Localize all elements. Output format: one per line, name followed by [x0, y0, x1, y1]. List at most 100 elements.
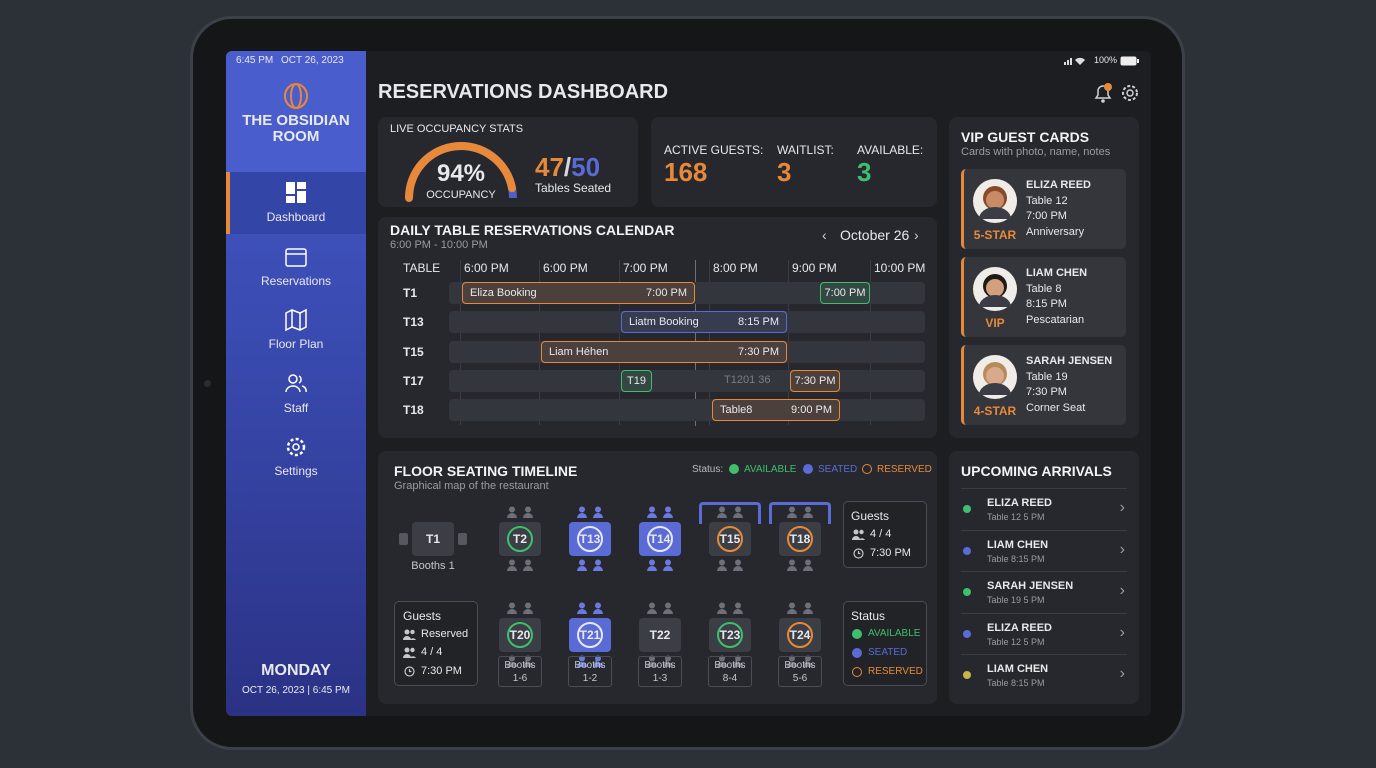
- time-label: 8:00 PM: [713, 261, 758, 275]
- fraction-part: /: [563, 152, 572, 182]
- seat-body: [733, 662, 743, 667]
- nav-item[interactable]: Dashboard: [266, 210, 326, 224]
- floor-table[interactable]: T1: [412, 522, 454, 556]
- row-track: [449, 311, 925, 334]
- booking[interactable]: T1201 36: [717, 370, 785, 392]
- sidebar-day: MONDAY: [261, 662, 331, 679]
- seat-body: [787, 609, 797, 614]
- nav-item[interactable]: Settings: [274, 464, 318, 478]
- seat-body: [523, 566, 533, 571]
- seat-head: [525, 559, 531, 566]
- battery-label: 100%: [1094, 55, 1118, 65]
- icon-part: [403, 654, 416, 658]
- stat-value: 3: [777, 157, 792, 187]
- seat-head: [595, 506, 601, 513]
- arrival-row[interactable]: ELIZA REED Table 12 5 PM ›: [961, 612, 1127, 654]
- icon-part: [292, 443, 300, 451]
- seat-icon: [663, 506, 673, 518]
- floor-table[interactable]: T20: [499, 618, 541, 652]
- arrival-row[interactable]: ELIZA REED Table 12 5 PM ›: [961, 488, 1127, 529]
- booking[interactable]: 7:30 PM: [790, 369, 840, 392]
- row-track: [449, 369, 925, 392]
- table-label: T18: [789, 532, 811, 546]
- table-ring: [507, 526, 533, 552]
- card-status: Reserved: [421, 628, 469, 640]
- icon-part: [410, 629, 415, 635]
- seat-icon: [507, 655, 517, 667]
- stat-value: 168: [664, 157, 708, 187]
- icon-part: [404, 647, 410, 653]
- guest-photo: [973, 355, 1017, 399]
- nav-item[interactable]: Floor Plan: [268, 337, 324, 351]
- seat-head: [509, 602, 515, 609]
- table-header: TABLE: [403, 261, 441, 275]
- notification-bell[interactable]: [1092, 82, 1114, 104]
- table-ring: [647, 526, 673, 552]
- table-label: T1: [425, 532, 440, 546]
- booking[interactable]: 7:00 PM: [820, 282, 870, 304]
- seat-body: [663, 566, 673, 571]
- nav-item[interactable]: Reservations: [260, 273, 332, 288]
- booking[interactable]: T19: [621, 369, 652, 392]
- floor-table[interactable]: T13: [569, 522, 611, 556]
- seat-icon: [647, 559, 657, 571]
- floor-table[interactable]: T24: [779, 618, 821, 652]
- seat-body: [663, 609, 673, 614]
- seat-icon: [647, 506, 657, 518]
- photo-face: [986, 279, 1004, 297]
- seat-body: [733, 609, 743, 614]
- booking[interactable]: Eliza Booking 7:00 PM: [462, 282, 695, 304]
- nav-item[interactable]: Staff: [283, 400, 309, 415]
- floor-table[interactable]: T23: [709, 618, 751, 652]
- seat-head: [579, 602, 585, 609]
- floor-table[interactable]: T15: [709, 522, 751, 556]
- arrival-row[interactable]: LIAM CHEN Table 8:15 PM ›: [961, 529, 1127, 571]
- booking-time: 9:00 PM: [791, 404, 832, 417]
- nav-icon: [286, 437, 306, 457]
- table-ring: [577, 526, 603, 552]
- table-caption: Booths 5-6: [778, 656, 822, 687]
- arrivals-title: UPCOMING ARRIVALS: [961, 463, 1112, 479]
- calendar-subtitle: 6:00 PM - 10:00 PM: [390, 239, 488, 251]
- seat-icon: [663, 655, 673, 667]
- prev-day[interactable]: ‹: [822, 227, 827, 243]
- seat-icon: [593, 559, 603, 571]
- floor-table[interactable]: T2: [499, 522, 541, 556]
- seat-icon: [593, 655, 603, 667]
- floor-table[interactable]: T14: [639, 522, 681, 556]
- signal-icons: [1064, 57, 1085, 65]
- next-day[interactable]: ›: [914, 227, 919, 243]
- booking[interactable]: Liam Héhen 7:30 PM: [541, 340, 787, 363]
- seat-icon: [787, 655, 797, 667]
- battery-icon: [1120, 56, 1139, 66]
- seat-icon: [507, 559, 517, 571]
- settings-icon[interactable]: [1120, 83, 1140, 103]
- seat-icon: [733, 655, 743, 667]
- floor-table[interactable]: T18: [779, 522, 821, 556]
- legend-item: SEATED: [818, 464, 858, 475]
- table-ring: [577, 622, 603, 648]
- table-label: T14: [649, 532, 671, 546]
- arrival-row[interactable]: LIAM CHEN Table 8:15 PM ›: [961, 654, 1127, 695]
- status-item: AVAILABLE: [868, 628, 921, 639]
- table-label: T21: [579, 628, 601, 642]
- arrival-row[interactable]: SARAH JENSEN Table 19 5 PM ›: [961, 571, 1127, 612]
- floor-table[interactable]: T22: [639, 618, 681, 652]
- info-card: [843, 501, 927, 568]
- seat-body: [787, 566, 797, 571]
- seat-icon: [523, 559, 533, 571]
- seat-head: [789, 559, 795, 566]
- seat-icon: [663, 559, 673, 571]
- table-caption: Booths 1-2: [568, 656, 612, 687]
- arrival-detail: Table 12 5 PM: [987, 512, 1045, 522]
- status-dot: [852, 667, 862, 677]
- seat-head: [665, 559, 671, 566]
- seat-icon: [507, 602, 517, 614]
- floor-table[interactable]: T21: [569, 618, 611, 652]
- photo-face: [986, 191, 1004, 209]
- seat-icon: [803, 602, 813, 614]
- booking[interactable]: Liatm Booking 8:15 PM: [621, 311, 787, 334]
- booking[interactable]: Table8 9:00 PM: [712, 399, 840, 422]
- seat-body: [803, 662, 813, 667]
- occupancy-title: LIVE OCCUPANCY STATS: [390, 123, 524, 135]
